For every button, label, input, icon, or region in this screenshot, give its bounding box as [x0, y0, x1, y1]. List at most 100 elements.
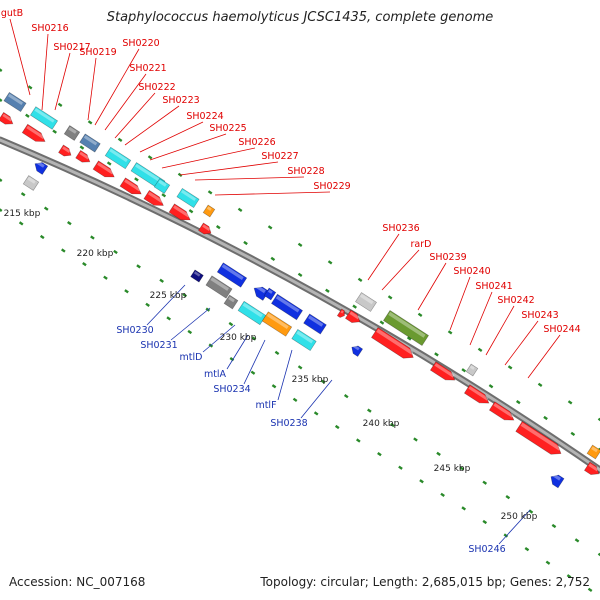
guide-dot	[461, 506, 467, 511]
guide-dot	[537, 382, 543, 387]
gene-arrow	[75, 149, 91, 163]
leader-forward	[179, 161, 279, 176]
gene-cyan-shine	[180, 189, 197, 201]
guide-dot	[20, 192, 26, 197]
gene-arrow-body	[21, 123, 46, 142]
leader-forward	[114, 92, 156, 139]
guide-dot	[356, 438, 361, 443]
gene-blue	[351, 344, 364, 357]
gene-gutb	[3, 91, 27, 113]
gene-arrow	[0, 111, 14, 125]
leader-forward	[139, 121, 204, 153]
gene-cyan-shine	[109, 148, 128, 163]
gene-arrow-body	[429, 361, 456, 381]
guide-dot	[597, 552, 600, 557]
gene-label-forward: SH0222	[138, 82, 175, 93]
gene-cyan	[104, 146, 132, 170]
guide-dot	[387, 295, 393, 300]
guide-dot	[237, 207, 243, 212]
gene-cyan-shine	[296, 330, 314, 344]
gene-label-forward: rarD	[411, 239, 432, 250]
gene-cyan-body	[104, 146, 132, 170]
guide-dot	[587, 587, 593, 592]
guide-dot	[574, 538, 580, 543]
gene-gray-shine	[228, 296, 235, 303]
gene-blue-body	[216, 262, 248, 288]
tick-label: 245 kbp	[434, 464, 471, 474]
gene-gutb-shine	[7, 93, 24, 105]
gene-gray	[223, 294, 239, 310]
guide-dot	[243, 240, 248, 246]
gene-label-forward: SH0243	[521, 310, 558, 321]
gene-olive-body	[383, 310, 429, 346]
gene-cyan	[237, 300, 267, 326]
guide-dot	[507, 365, 513, 370]
gene-lightgray	[22, 175, 40, 191]
tick-label: 235 kbp	[292, 375, 329, 385]
gene-arrow	[21, 123, 46, 142]
map-title: Staphylococcus haemolyticus JCSC1435, co…	[106, 10, 494, 25]
gene-label-forward: SH0226	[238, 137, 275, 148]
gene-label-forward: SH0217	[53, 42, 90, 53]
gene-label-forward: SH0241	[475, 281, 512, 292]
guide-dot	[113, 249, 118, 255]
guide-dot	[161, 193, 167, 198]
gene-arrow-shine	[520, 422, 562, 451]
guide-dot	[505, 495, 511, 500]
gene-arrow-body	[515, 420, 562, 455]
gene-arrow-body	[463, 384, 490, 404]
guide-dot	[482, 480, 488, 485]
gene-arrow	[336, 308, 345, 318]
leader-forward	[485, 305, 515, 356]
guide-dot	[136, 264, 141, 269]
guide-dot	[90, 235, 95, 240]
guide-dot	[134, 177, 139, 182]
gene-box-shine	[68, 126, 77, 134]
guide-dot	[0, 177, 3, 182]
gene-label-forward: SH0223	[162, 95, 199, 106]
gene-label-forward: SH0236	[382, 223, 419, 234]
gene-cyan	[176, 187, 200, 209]
guide-dot	[215, 224, 221, 230]
guide-dot	[124, 289, 129, 294]
leader-forward	[527, 334, 561, 379]
gene-blue-body	[271, 293, 303, 321]
leader-forward	[87, 57, 97, 121]
gene-blue-body	[303, 313, 327, 335]
position-ticks: 215 kbp 220 kbp 225 kbp 230 kbp 235 kbp 240 k…	[4, 209, 538, 522]
gene-navy	[190, 269, 204, 283]
gene-blue	[216, 262, 248, 288]
leader-forward	[504, 320, 539, 366]
gene-arrow-shine	[349, 311, 360, 320]
gene-arrow-shine	[376, 328, 414, 355]
guide-dot	[597, 447, 600, 452]
leader-forward	[469, 291, 493, 346]
leader-forward	[149, 133, 227, 161]
guide-dot	[417, 312, 423, 317]
gene-features	[0, 91, 600, 489]
guide-dot	[228, 321, 234, 327]
guide-dot	[524, 546, 530, 552]
leader-forward	[214, 191, 331, 196]
gene-arrow-shine	[147, 191, 164, 203]
tick-label: 250 kbp	[501, 512, 538, 522]
gene-arrow-body	[75, 149, 91, 163]
guide-dot	[274, 350, 280, 356]
gene-orange-shine	[206, 206, 212, 211]
guide-dot	[166, 316, 172, 321]
guide-dot	[147, 155, 153, 160]
gene-label-reverse: mtlD	[180, 352, 203, 363]
tick-label: 220 kbp	[77, 249, 114, 259]
guide-dot	[419, 479, 424, 484]
gene-arrow-body	[92, 160, 115, 178]
gene-arrow-shine	[26, 125, 45, 140]
guide-dot	[390, 422, 395, 428]
guide-dot	[461, 368, 467, 373]
guide-dot	[39, 234, 45, 240]
genome-backbone	[0, 136, 600, 474]
gene-orange	[586, 444, 600, 460]
gene-blue	[263, 287, 277, 301]
guide-dot	[543, 415, 548, 421]
